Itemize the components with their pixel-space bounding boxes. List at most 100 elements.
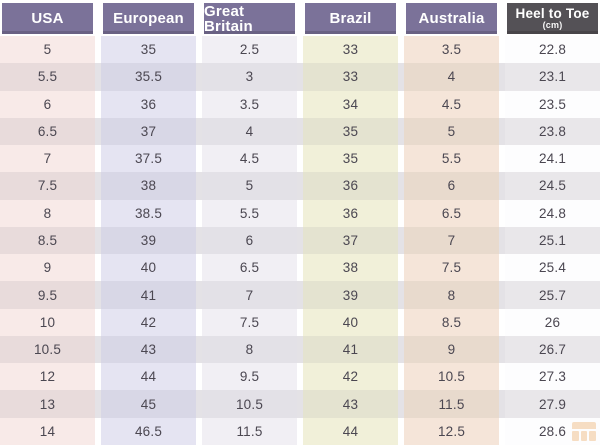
table-cell: 27.9 [505, 390, 600, 418]
table-cell: 10.5 [0, 335, 95, 364]
column-header-australia: Australia [406, 3, 497, 34]
table-cell: 5 [404, 117, 499, 146]
table-cell: 9.5 [202, 363, 297, 391]
table-cell: 38 [101, 172, 196, 200]
table-cell: 35 [101, 36, 196, 64]
table-cell: 41 [303, 335, 398, 364]
table-cell: 35 [303, 117, 398, 146]
column-header-unit: (cm) [542, 20, 563, 31]
table-row: 7.5 38 5 36 6 24.5 [0, 172, 600, 200]
table-row: 14 46.5 11.5 44 12.5 28.6 [0, 417, 600, 445]
table-cell: 24.8 [505, 199, 600, 227]
table-cell: 39 [101, 226, 196, 255]
table-cell: 7 [404, 226, 499, 255]
table-cell: 37.5 [101, 145, 196, 173]
table-row: 8.5 39 6 37 7 25.1 [0, 226, 600, 255]
table-cell: 4.5 [404, 90, 499, 118]
table-cell: 3.5 [404, 36, 499, 64]
table-cell: 36 [101, 90, 196, 118]
table-cell: 7 [0, 145, 95, 173]
table-cell: 3 [202, 63, 297, 91]
table-cell: 40 [101, 254, 196, 282]
table-cell: 5.5 [404, 145, 499, 173]
table-cell: 40 [303, 308, 398, 336]
table-cell: 3.5 [202, 90, 297, 118]
table-cell: 42 [303, 363, 398, 391]
table-cell: 43 [303, 390, 398, 418]
table-cell: 6.5 [0, 117, 95, 146]
column-header-brazil: Brazil [305, 3, 396, 34]
table-cell: 36 [303, 172, 398, 200]
table-cell: 9 [0, 254, 95, 282]
table-cell: 8.5 [404, 308, 499, 336]
table-cell: 11.5 [202, 417, 297, 445]
table-cell: 38 [303, 254, 398, 282]
table-cell: 26.7 [505, 335, 600, 364]
table-cell: 13 [0, 390, 95, 418]
table-cell: 6.5 [404, 199, 499, 227]
table-cell: 33 [303, 63, 398, 91]
table-cell: 6 [404, 172, 499, 200]
table-cell: 8 [0, 199, 95, 227]
table-cell: 8 [202, 335, 297, 364]
column-header-label: USA [31, 10, 64, 27]
table-row: 9.5 41 7 39 8 25.7 [0, 281, 600, 309]
table-cell: 27.3 [505, 363, 600, 391]
table-cell: 10.5 [202, 390, 297, 418]
table-body: 5 35 2.5 33 3.5 22.8 5.5 35.5 3 33 4 23.1 6 36 3.5 34 4.… [0, 36, 600, 445]
table-cell: 35.5 [101, 63, 196, 91]
table-cell: 37 [303, 226, 398, 255]
table-cell: 5.5 [0, 63, 95, 91]
table-cell: 23.5 [505, 90, 600, 118]
table-cell: 12.5 [404, 417, 499, 445]
column-header-label: Great Britain [204, 2, 253, 35]
column-header-european: European [103, 3, 194, 34]
table-cell: 4 [404, 63, 499, 91]
table-cell: 5 [202, 172, 297, 200]
table-cell: 7.5 [202, 308, 297, 336]
table-cell: 44 [303, 417, 398, 445]
table-row: 5 35 2.5 33 3.5 22.8 [0, 36, 600, 64]
table-cell: 10 [0, 308, 95, 336]
table-cell: 6 [0, 90, 95, 118]
table-cell: 12 [0, 363, 95, 391]
column-header-label: European [113, 10, 184, 27]
table-cell: 6.5 [202, 254, 297, 282]
table-cell: 43 [101, 335, 196, 364]
column-header-label: Australia [418, 10, 485, 27]
table-cell: 14 [0, 417, 95, 445]
table-cell: 35 [303, 145, 398, 173]
table-cell: 8.5 [0, 226, 95, 255]
column-header-label: Brazil [329, 10, 372, 27]
table-cell: 7 [202, 281, 297, 309]
table-cell: 25.4 [505, 254, 600, 282]
column-header-heel-to-toe: Heel to Toe (cm) [507, 3, 598, 34]
table-cell: 7.5 [404, 254, 499, 282]
table-cell: 5.5 [202, 199, 297, 227]
table-cell: 5 [0, 36, 95, 64]
table-cell: 9 [404, 335, 499, 364]
table-row: 13 45 10.5 43 11.5 27.9 [0, 390, 600, 418]
table-cell: 22.8 [505, 36, 600, 64]
column-header-usa: USA [2, 3, 93, 34]
table-cell: 26 [505, 308, 600, 336]
table-row: 10.5 43 8 41 9 26.7 [0, 335, 600, 364]
table-row: 8 38.5 5.5 36 6.5 24.8 [0, 199, 600, 227]
table-cell: 9.5 [0, 281, 95, 309]
table-row: 6 36 3.5 34 4.5 23.5 [0, 90, 600, 118]
table-cell: 42 [101, 308, 196, 336]
table-cell: 2.5 [202, 36, 297, 64]
table-cell: 34 [303, 90, 398, 118]
table-row: 6.5 37 4 35 5 23.8 [0, 117, 600, 146]
column-header-great-britain: Great Britain [204, 3, 295, 34]
table-cell: 39 [303, 281, 398, 309]
table-cell: 33 [303, 36, 398, 64]
table-cell: 6 [202, 226, 297, 255]
table-cell: 8 [404, 281, 499, 309]
table-cell: 23.8 [505, 117, 600, 146]
table-cell: 7.5 [0, 172, 95, 200]
table-cell: 11.5 [404, 390, 499, 418]
table-cell: 41 [101, 281, 196, 309]
table-cell: 36 [303, 199, 398, 227]
table-cell: 46.5 [101, 417, 196, 445]
